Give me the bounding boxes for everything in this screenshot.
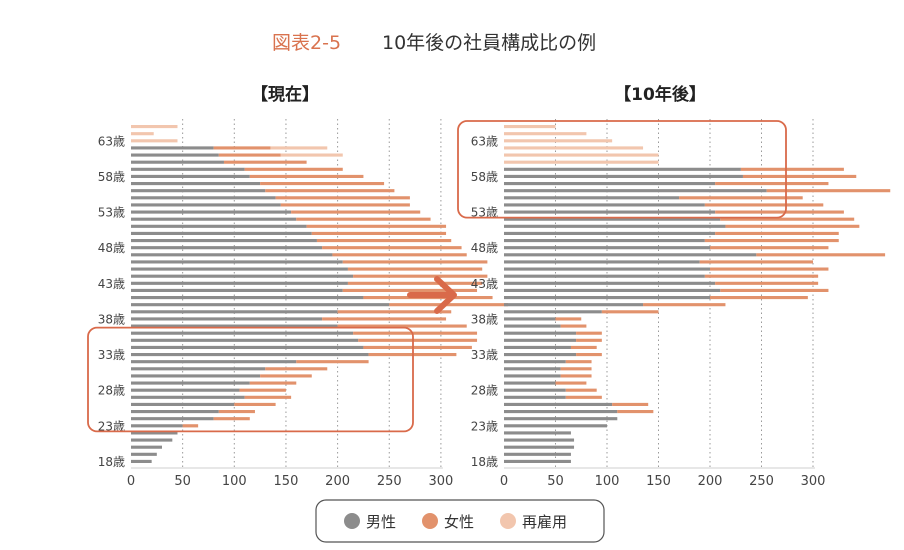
x-tick-label-0: 0 [127, 474, 135, 489]
chart-current-title: 【現在】 [251, 84, 319, 105]
x-tick-label-50: 50 [174, 474, 191, 489]
legend-item-male: 男性 [344, 513, 396, 531]
y-tick-label-28: 28歳 [98, 384, 125, 398]
x-tick-label-200: 200 [698, 474, 723, 489]
y-tick-label-23: 23歳 [471, 419, 498, 433]
chart-future-title: 【10年後】 [614, 84, 706, 105]
legend: 男性 女性 再雇用 [315, 499, 605, 543]
y-tick-label-18: 18歳 [98, 455, 125, 469]
x-tick-label-300: 300 [428, 474, 453, 489]
y-tick-label-23: 23歳 [98, 419, 125, 433]
y-tick-label-63: 63歳 [98, 134, 125, 148]
legend-item-rehire: 再雇用 [500, 513, 567, 531]
x-tick-label-150: 150 [646, 474, 671, 489]
x-tick-label-250: 250 [377, 474, 402, 489]
arrow-right-icon [407, 276, 457, 314]
x-tick-label-200: 200 [325, 474, 350, 489]
x-tick-label-300: 300 [801, 474, 826, 489]
figure-label: 図表2-5 [272, 32, 341, 54]
y-tick-label-33: 33歳 [471, 348, 498, 362]
y-tick-label-58: 58歳 [98, 170, 125, 184]
y-tick-label-53: 53歳 [471, 206, 498, 220]
y-tick-label-43: 43歳 [471, 277, 498, 291]
y-tick-label-38: 38歳 [98, 312, 125, 326]
legend-label-female: 女性 [444, 513, 474, 531]
legend-marker-rehire [500, 513, 516, 529]
highlight-box [87, 326, 414, 433]
legend-label-male: 男性 [366, 513, 396, 531]
y-tick-label-28: 28歳 [471, 384, 498, 398]
x-tick-label-100: 100 [595, 474, 620, 489]
x-tick-label-150: 150 [274, 474, 299, 489]
legend-label-rehire: 再雇用 [522, 513, 567, 531]
y-tick-label-63: 63歳 [471, 134, 498, 148]
y-tick-label-58: 58歳 [471, 170, 498, 184]
x-tick-label-50: 50 [547, 474, 564, 489]
y-tick-label-33: 33歳 [98, 348, 125, 362]
chart-title: 10年後の社員構成比の例 [382, 32, 596, 54]
x-tick-label-100: 100 [222, 474, 247, 489]
highlight-box [457, 120, 787, 219]
y-tick-label-48: 48歳 [471, 241, 498, 255]
chart-current: 0 50 100 150 200 250 300 63歳 58歳 53歳 48歳 43歳 38歳 33歳 2… [87, 119, 509, 489]
y-tick-label-18: 18歳 [471, 455, 498, 469]
figure-title: 図表2-5 10年後の社員構成比の例 [272, 32, 596, 54]
y-tick-label-43: 43歳 [98, 277, 125, 291]
legend-item-female: 女性 [422, 513, 474, 531]
x-tick-label-0: 0 [500, 474, 508, 489]
y-tick-label-53: 53歳 [98, 206, 125, 220]
legend-marker-female [422, 513, 438, 529]
y-tick-label-38: 38歳 [471, 312, 498, 326]
x-tick-label-250: 250 [749, 474, 774, 489]
legend-box [315, 499, 605, 543]
y-tick-label-48: 48歳 [98, 241, 125, 255]
chart-future: 0 50 100 150 200 250 300 63歳 58歳 53歳 48歳 43歳 38歳 33歳 2… [457, 119, 891, 489]
legend-marker-male [344, 513, 360, 529]
transition-arrow [407, 276, 457, 314]
